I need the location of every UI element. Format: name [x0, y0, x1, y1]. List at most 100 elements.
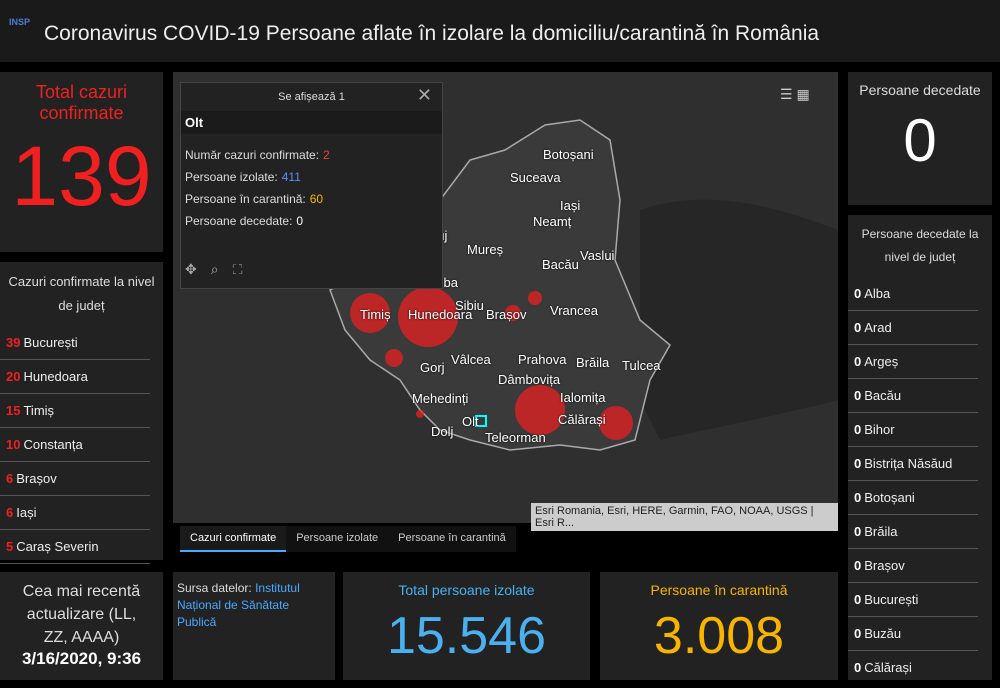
list-row[interactable]: 6 Iași — [0, 496, 150, 530]
count: 0 — [854, 286, 862, 301]
county: Caraș Severin — [16, 539, 99, 554]
isolated-panel: Total persoane izolate 15.546 — [343, 572, 590, 680]
popup-field: Persoane izolate: 411 — [185, 170, 442, 184]
source-label: Sursa datelor: — [177, 581, 252, 595]
count: 0 — [854, 456, 862, 471]
list-row[interactable]: 0 Bihor — [848, 413, 978, 447]
map-label: Olt — [462, 414, 479, 429]
map-label: Vrancea — [550, 303, 598, 318]
county: Botoșani — [864, 490, 915, 505]
field-value: 60 — [309, 192, 324, 206]
count: 0 — [854, 626, 862, 641]
count: 0 — [854, 558, 862, 573]
county: Argeș — [864, 354, 899, 369]
count: 6 — [6, 505, 14, 520]
field-label: Număr cazuri confirmate: — [185, 148, 320, 162]
map-label: Brașov — [486, 307, 527, 322]
list-row[interactable]: 10 Constanța — [0, 428, 150, 462]
total-cases-panel: Total cazuri confirmate 139 — [0, 72, 163, 252]
quarantine-value: 3.008 — [653, 607, 785, 665]
count: 10 — [6, 437, 21, 452]
tab[interactable]: Persoane izolate — [286, 526, 389, 552]
map-tools[interactable]: ☰ ▦ — [780, 86, 810, 102]
county: Bacău — [864, 388, 902, 403]
attribution: Esri Romania, Esri, HERE, Garmin, FAO, N… — [531, 503, 838, 531]
list-row[interactable]: 0 Brăila — [848, 515, 978, 549]
field-value: 2 — [323, 148, 330, 162]
map-label: Vâlcea — [451, 352, 491, 367]
popup-field: Persoane decedate: 0 — [185, 214, 442, 228]
title: Coronavirus COVID-19 Persoane aflate în … — [44, 22, 820, 45]
count: 0 — [854, 388, 862, 403]
list-row[interactable]: 0 Călărași — [848, 651, 978, 680]
last-update-panel: Cea mai recentă actualizare (LL, ZZ, AAA… — [0, 572, 163, 680]
list-row[interactable]: 20 Hunedoara — [0, 360, 150, 394]
map-label: Brăila — [576, 355, 610, 370]
close-button[interactable]: ✕ — [416, 85, 432, 105]
map-label: Bacău — [542, 257, 579, 272]
count: 0 — [854, 320, 862, 335]
map-label: Vaslui — [580, 248, 615, 263]
popup-actions[interactable]: ✥⌕⛶ — [185, 261, 257, 277]
county: Brașov — [16, 471, 57, 486]
list-row[interactable]: 0 Botoșani — [848, 481, 978, 515]
county-list[interactable]: 0 Alba 0 Arad 0 Argeș 0 Bacău 0 Bihor 0 Bistrița Nă… — [848, 277, 978, 680]
county: Brăila — [864, 524, 898, 539]
count: 20 — [6, 369, 21, 384]
deaths-panel: Persoane decedate 0 — [848, 72, 992, 205]
county: Arad — [864, 320, 892, 335]
list-row[interactable]: 0 Bistrița Năsăud — [848, 447, 978, 481]
county: Constanța — [23, 437, 83, 452]
source-link[interactable]: Institutul Național de Sănătate Publică — [177, 581, 300, 629]
count: 0 — [854, 592, 862, 607]
map-label: Teleorman — [485, 430, 546, 445]
list-row[interactable]: 39 București — [0, 326, 150, 360]
list-row[interactable]: 15 Timiș — [0, 394, 150, 428]
map-label: Dâmbovița — [498, 372, 561, 387]
list-row[interactable]: 0 Brașov — [848, 549, 978, 583]
field-label: Persoane izolate: — [185, 170, 278, 184]
list-row[interactable]: 5 Caraș Severin — [0, 530, 150, 564]
map-label: Dolj — [431, 424, 454, 439]
field-value: 0 — [296, 214, 304, 228]
map-label: Gorj — [420, 360, 445, 375]
panel-title: Total cazuri confirmate — [35, 82, 128, 123]
quarantine-panel: Persoane în carantină 3.008 — [600, 572, 838, 680]
map-label: Tulcea — [622, 358, 661, 373]
count: 39 — [6, 335, 21, 350]
count: 15 — [6, 403, 21, 418]
county-cases-panel: Cazuri confirmate la nivel de județ 39 Bu… — [0, 262, 163, 564]
county: Bistrița Năsăud — [864, 456, 953, 471]
map-label: Botoșani — [543, 147, 594, 162]
popup-title: Se afișează 1 — [278, 91, 345, 103]
list-row[interactable]: 0 Alba — [848, 277, 978, 311]
tab[interactable]: Persoane în carantină — [388, 526, 516, 552]
total-cases-value: 139 — [11, 129, 152, 223]
map-label: Călărași — [558, 412, 606, 427]
county: Alba — [864, 286, 891, 301]
list-row[interactable]: 6 Brașov — [0, 462, 150, 496]
tab[interactable]: Cazuri confirmate — [180, 526, 287, 552]
list-row[interactable]: 0 Argeș — [848, 345, 978, 379]
list-row[interactable]: 0 Bacău — [848, 379, 978, 413]
popup-field: Persoane în carantină: 60 — [185, 192, 442, 206]
last-update-value: 3/16/2020, 9:36 — [21, 649, 142, 668]
header: INSP Coronavirus COVID-19 Persoane aflat… — [0, 0, 1000, 62]
list-row[interactable]: 0 Arad — [848, 311, 978, 345]
county: București — [864, 592, 919, 607]
list-row[interactable]: 0 București — [848, 583, 978, 617]
county: Hunedoara — [23, 369, 88, 384]
map[interactable]: Botoșani Suceava Iași Neamț Vaslui Bacău Mureș… — [173, 72, 838, 531]
map-label: Prahova — [518, 352, 567, 367]
map-label: Sibiu — [455, 298, 484, 313]
count: 0 — [854, 422, 862, 437]
isolated-value: 15.546 — [386, 607, 547, 665]
popup-field: Număr cazuri confirmate: 2 — [185, 148, 442, 162]
logo: INSP — [9, 17, 31, 27]
tabs: Cazuri confirmate Persoane izolate Persoan… — [180, 526, 516, 552]
count: 0 — [854, 524, 862, 539]
list-row[interactable]: 0 Buzău — [848, 617, 978, 651]
map-label: Timiș — [360, 307, 391, 322]
county-list[interactable]: 39 București 20 Hunedoara 15 Timiș 10 Constanța… — [0, 326, 150, 564]
